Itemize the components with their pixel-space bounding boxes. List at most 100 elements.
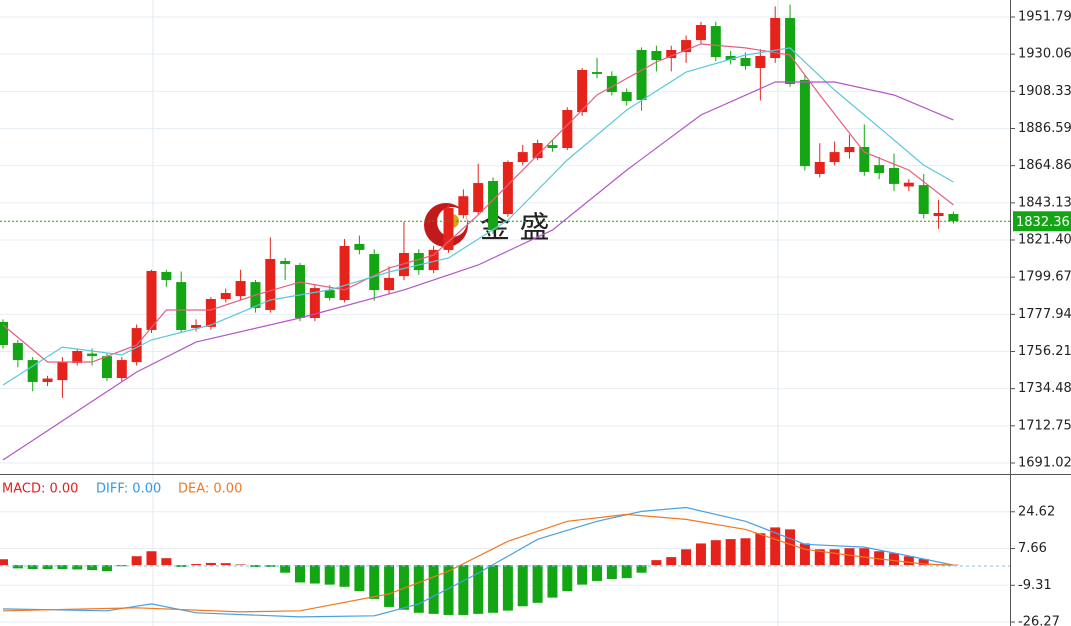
macd-bar [339, 565, 350, 587]
macd-bar [57, 565, 68, 570]
candle-body [384, 277, 395, 291]
candle-body [354, 243, 365, 250]
candle-body [829, 152, 840, 163]
y-tick-label: 1712.75 [1018, 418, 1071, 433]
y-tick-label: 1886.59 [1018, 121, 1071, 136]
line [2, 81, 954, 461]
candle-body [309, 288, 320, 318]
diff-label: DIFF: 0.00 [96, 482, 161, 497]
macd-bar [532, 565, 543, 603]
macd-bar [770, 527, 781, 566]
macd-bar [903, 556, 914, 566]
candle-body [398, 253, 409, 277]
y-tick-label: 1799.67 [1018, 270, 1071, 285]
candle-body [502, 162, 513, 215]
candle-body [903, 182, 914, 187]
macd-bar [12, 565, 23, 569]
candle-body [413, 253, 424, 271]
candle-body [547, 145, 558, 148]
candle-body [220, 293, 231, 300]
macd-bar [829, 549, 840, 566]
y-tick-label: 1864.86 [1018, 158, 1071, 173]
plot [0, 4, 1010, 618]
macd-bar [725, 539, 736, 566]
candle-body [681, 40, 692, 53]
macd-bar [398, 565, 409, 610]
candle-body [369, 254, 380, 291]
macd-bar [87, 565, 98, 571]
macd-bar [309, 565, 320, 584]
candle-body [443, 208, 454, 250]
candle-body [562, 110, 573, 148]
candle-body [889, 168, 899, 184]
macd-bar [72, 565, 83, 570]
candle-body [725, 55, 736, 61]
macd-bar [27, 565, 38, 570]
y-tick-label: 1756.21 [1018, 344, 1071, 359]
candle-body [592, 72, 602, 74]
macd-bar [621, 565, 632, 579]
macd-bar [517, 565, 528, 607]
macd-bar [369, 565, 380, 599]
y-tick-label: -26.27 [1018, 615, 1060, 626]
y-tick-label: 1951.79 [1018, 10, 1071, 25]
macd-bar [547, 565, 558, 598]
candle-body [651, 51, 662, 61]
candle-body [770, 18, 781, 59]
candle-body [666, 49, 677, 59]
candle-body [948, 214, 959, 222]
macd-bar [606, 565, 617, 579]
macd-bar [651, 560, 662, 566]
y-tick-label: 1734.48 [1018, 381, 1071, 396]
y-tick-label: -9.31 [1018, 578, 1052, 593]
macd-bar [695, 543, 706, 566]
candle-body [859, 146, 870, 172]
macd-bar [324, 565, 335, 585]
candle-body [755, 55, 766, 68]
candle-body [265, 258, 276, 310]
macd-bar [0, 559, 8, 566]
macd-bar [785, 529, 796, 566]
last-price-box [1013, 211, 1071, 232]
macd-bar [889, 553, 899, 566]
candle-body [0, 321, 8, 346]
line [2, 43, 954, 363]
candle-body [918, 185, 929, 215]
candle-body [606, 75, 617, 93]
candle-body [428, 249, 439, 271]
candle-body [695, 25, 706, 41]
grid [0, 16, 1010, 623]
last-price-label: 1832.36 [1016, 215, 1070, 230]
macd-bar [235, 564, 246, 566]
line [2, 47, 954, 386]
candle-body [874, 165, 885, 173]
candle-body [42, 378, 53, 382]
y-tick-label: 1843.13 [1018, 195, 1071, 210]
candle-body [814, 162, 825, 174]
macd-bar [562, 565, 573, 592]
macd-bar [799, 543, 810, 566]
candle-body [161, 271, 172, 281]
candle-body [101, 356, 112, 379]
macd-bar [280, 565, 291, 573]
macd-bar [874, 551, 885, 566]
candle-body [933, 212, 944, 217]
candle-body [324, 290, 335, 298]
macd-bar [666, 557, 677, 566]
macd-bar [577, 565, 588, 585]
macd-bar [710, 540, 721, 566]
y-tick-label: 7.66 [1018, 541, 1047, 556]
macd-bar [681, 549, 692, 566]
candle-body [235, 281, 246, 297]
macd-bar [295, 565, 305, 583]
candle-body [176, 282, 187, 330]
axis: 1951.79 1930.06 1908.33 1886.59 1864.86 1843.… [1010, 10, 1071, 626]
macd-bar [443, 565, 454, 615]
y-tick-label: 1930.06 [1018, 47, 1071, 62]
candle-body [57, 362, 68, 381]
macd-bar [636, 565, 647, 573]
candle-body [785, 18, 796, 85]
dea-label: DEA: 0.00 [178, 482, 242, 497]
